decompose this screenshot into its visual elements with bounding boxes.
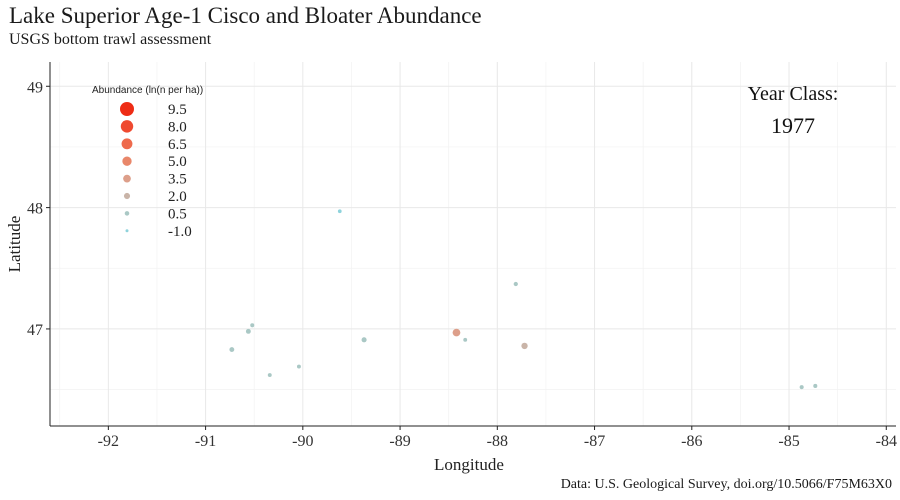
- chart-subtitle: USGS bottom trawl assessment: [9, 31, 212, 48]
- y-tick-label: 49: [27, 79, 43, 96]
- data-point: [267, 373, 272, 378]
- data-point: [337, 209, 342, 214]
- year-class-label: Year Class:: [748, 83, 839, 105]
- legend-key: [122, 156, 132, 166]
- legend-label: 8.0: [168, 119, 187, 135]
- data-point: [452, 328, 461, 337]
- y-axis-title: Latitude: [5, 216, 24, 273]
- legend-label: 5.0: [168, 154, 187, 170]
- x-tick-label: -92: [98, 433, 119, 450]
- legend-label: 6.5: [168, 137, 187, 153]
- y-tick-label: 48: [27, 201, 43, 218]
- data-point: [229, 347, 235, 353]
- x-tick-label: -85: [778, 433, 799, 450]
- data-point: [813, 383, 818, 388]
- data-point: [513, 281, 518, 287]
- legend-label: -1.0: [168, 224, 192, 240]
- legend-key: [120, 120, 134, 133]
- x-tick-label: -88: [487, 433, 508, 450]
- legend-key: [124, 211, 130, 216]
- legend-key: [123, 174, 131, 183]
- data-point: [296, 364, 301, 369]
- legend-key: [121, 138, 133, 150]
- data-point: [245, 328, 251, 334]
- data-point: [463, 337, 468, 342]
- y-tick-label: 47: [27, 322, 43, 339]
- x-tick-label: -91: [195, 433, 216, 450]
- data-point: [361, 337, 367, 343]
- legend-title: Abundance (ln(n per ha)): [92, 85, 203, 96]
- chart-title: Lake Superior Age-1 Cisco and Bloater Ab…: [9, 3, 482, 28]
- data-point: [799, 385, 804, 390]
- year-class-value: 1977: [771, 113, 815, 138]
- legend-label: 0.5: [168, 206, 187, 222]
- x-tick-label: -87: [584, 433, 605, 450]
- data-point: [250, 323, 255, 328]
- legend-key: [120, 102, 134, 116]
- x-tick-label: -86: [681, 433, 702, 450]
- x-tick-label: -84: [876, 433, 897, 450]
- chart-caption: Data: U.S. Geological Survey, doi.org/10…: [560, 477, 892, 492]
- data-point: [521, 342, 528, 350]
- legend-label: 2.0: [168, 189, 187, 205]
- legend-label: 9.5: [168, 102, 187, 118]
- legend-key: [123, 192, 131, 200]
- legend-label: 3.5: [168, 172, 187, 188]
- x-tick-label: -90: [292, 433, 313, 450]
- legend-key: [125, 229, 129, 233]
- x-axis-title: Longitude: [434, 455, 504, 474]
- x-tick-label: -89: [389, 433, 410, 450]
